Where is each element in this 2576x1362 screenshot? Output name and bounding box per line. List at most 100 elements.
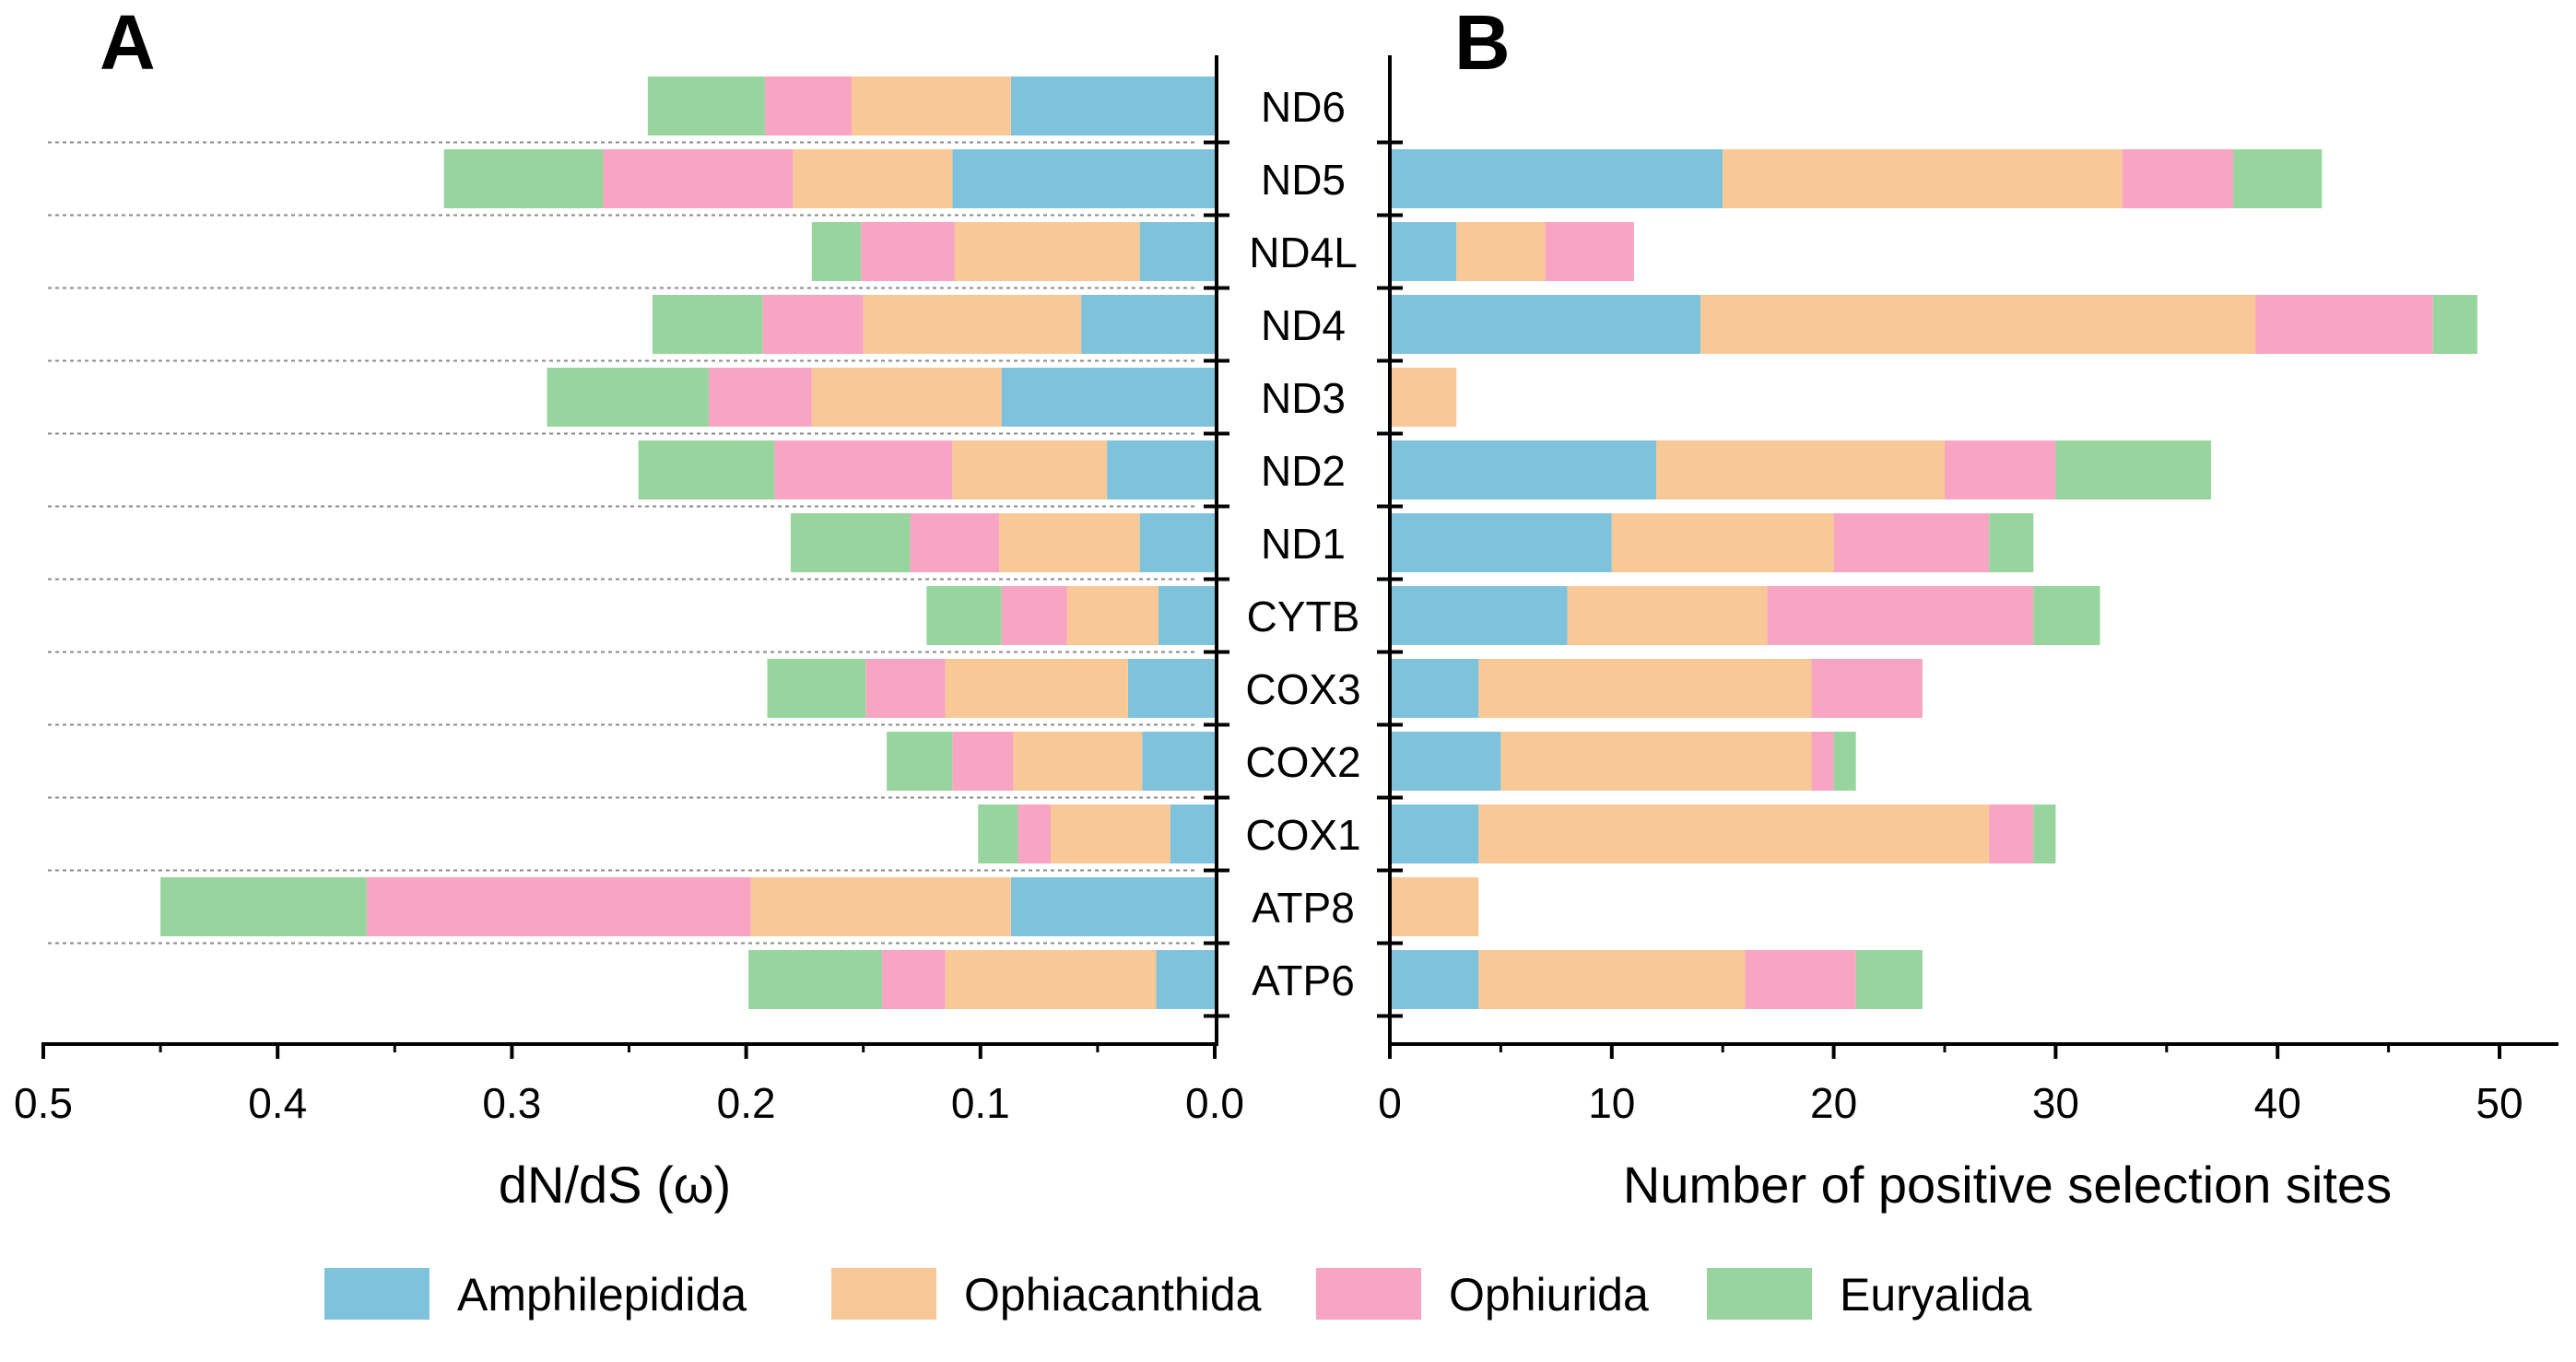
bar-a-nd3-ophiacanthida: [811, 368, 1002, 427]
panel-b-positive-sites-chart: 0 10 20 30 40 50: [1377, 55, 2558, 1127]
bar-a-atp8-euryalida: [160, 877, 367, 936]
bar-a-nd1-euryalida: [790, 513, 911, 572]
legend-label-ophiacanthida: Ophiacanthida: [964, 1269, 1262, 1321]
bar-b-nd2-amphilepidida: [1390, 440, 1656, 499]
bar-a-cox1-ophiurida: [1017, 804, 1052, 863]
bar-a-nd6-amphilepidida: [1010, 76, 1215, 135]
bar-b-nd4-ophiacanthida: [1700, 295, 2256, 354]
bar-b-cox2-euryalida: [1833, 732, 1856, 791]
bar-a-cox1-ophiacanthida: [1051, 804, 1170, 863]
bar-a-cox2-euryalida: [887, 732, 953, 791]
bar-b-nd4l-ophiurida: [1545, 222, 1634, 281]
gene-label-nd4l: ND4L: [1249, 229, 1358, 276]
panel-a-x-tick-label: 0.1: [951, 1079, 1010, 1127]
legend-label-amphilepidida: Amphilepidida: [457, 1269, 747, 1321]
panel-a-x-tick-label: 0.0: [1185, 1079, 1244, 1127]
bar-b-nd4-amphilepidida: [1390, 295, 1701, 354]
bar-a-nd1-ophiurida: [910, 513, 1000, 572]
panel-b-x-tick-label: 50: [2476, 1079, 2523, 1127]
bar-b-nd4l-ophiacanthida: [1456, 222, 1546, 281]
bar-a-cytb-ophiurida: [1001, 586, 1067, 645]
panel-a-x-tick-label: 0.3: [482, 1079, 541, 1127]
bar-a-nd4l-amphilepidida: [1139, 222, 1215, 281]
bar-a-nd6-ophiurida: [764, 76, 852, 135]
bar-b-cytb-euryalida: [2033, 586, 2100, 645]
bar-a-nd6-euryalida: [647, 76, 765, 135]
gene-label-nd6: ND6: [1261, 83, 1346, 131]
bar-a-nd4l-ophiurida: [861, 222, 955, 281]
bar-a-cox1-amphilepidida: [1170, 804, 1215, 863]
bar-a-atp6-ophiurida: [882, 950, 946, 1009]
bar-b-cytb-amphilepidida: [1390, 586, 1568, 645]
bar-b-nd2-euryalida: [2055, 440, 2211, 499]
bar-a-cytb-ophiacanthida: [1066, 586, 1159, 645]
bar-a-nd5-ophiurida: [603, 149, 794, 208]
gene-label-atp6: ATP6: [1252, 957, 1355, 1004]
bar-a-nd1-ophiacanthida: [999, 513, 1140, 572]
bar-a-cox3-euryalida: [767, 659, 866, 718]
bar-a-nd4-euryalida: [652, 295, 763, 354]
panel-a-x-axis-title: dN/dS (ω): [499, 1156, 731, 1214]
bar-b-nd4-euryalida: [2432, 295, 2477, 354]
bar-a-cox3-ophiurida: [865, 659, 946, 718]
bar-b-cytb-ophiurida: [1767, 586, 2034, 645]
bar-a-nd3-ophiurida: [708, 368, 812, 427]
bar-b-nd5-ophiurida: [2122, 149, 2234, 208]
bar-b-nd2-ophiacanthida: [1655, 440, 1945, 499]
bar-b-nd1-ophiacanthida: [1611, 513, 1834, 572]
legend-label-ophiurida: Ophiurida: [1449, 1269, 1649, 1321]
bar-a-cox1-euryalida: [978, 804, 1018, 863]
legend: Amphilepidida Ophiacanthida Ophiurida Eurya…: [324, 1268, 2032, 1321]
bar-a-atp6-ophiacanthida: [945, 950, 1157, 1009]
bar-a-atp8-amphilepidida: [1010, 877, 1215, 936]
bar-b-cytb-ophiacanthida: [1567, 586, 1768, 645]
bar-b-atp6-ophiacanthida: [1478, 950, 1746, 1009]
legend-label-euryalida: Euryalida: [1840, 1269, 2032, 1321]
bar-a-nd1-amphilepidida: [1139, 513, 1215, 572]
bar-a-nd4-amphilepidida: [1081, 295, 1215, 354]
bar-b-cox1-ophiacanthida: [1478, 804, 1990, 863]
bar-b-atp6-ophiurida: [1745, 950, 1856, 1009]
bar-b-cox2-ophiurida: [1811, 732, 1834, 791]
bar-a-cox2-amphilepidida: [1142, 732, 1215, 791]
panel-a-x-tick-label: 0.4: [248, 1079, 307, 1127]
bar-b-nd4-ophiurida: [2255, 295, 2433, 354]
gene-label-nd1: ND1: [1261, 520, 1346, 568]
bar-a-atp8-ophiurida: [366, 877, 751, 936]
bar-b-nd5-ophiacanthida: [1723, 149, 2123, 208]
bar-a-nd5-amphilepidida: [952, 149, 1215, 208]
bar-a-nd5-ophiacanthida: [793, 149, 953, 208]
bar-b-nd1-euryalida: [1989, 513, 2034, 572]
bar-a-nd4l-euryalida: [811, 222, 862, 281]
bar-b-atp6-amphilepidida: [1390, 950, 1479, 1009]
gene-label-cox2: COX2: [1245, 738, 1360, 786]
bar-a-cytb-amphilepidida: [1158, 586, 1215, 645]
bar-b-cox1-amphilepidida: [1390, 804, 1479, 863]
bar-b-nd4l-amphilepidida: [1390, 222, 1457, 281]
panel-b-x-axis-title: Number of positive selection sites: [1623, 1156, 2392, 1214]
bar-b-nd5-amphilepidida: [1390, 149, 1723, 208]
bar-a-cytb-euryalida: [926, 586, 1002, 645]
bar-a-nd2-ophiurida: [774, 440, 953, 499]
panel-label-b: B: [1454, 0, 1511, 86]
gene-label-nd4: ND4: [1261, 301, 1346, 349]
panel-label-a: A: [100, 0, 156, 86]
gene-label-nd5: ND5: [1261, 156, 1346, 204]
bar-b-nd1-ophiurida: [1833, 513, 1990, 572]
bar-a-nd6-ophiacanthida: [851, 76, 1011, 135]
bar-a-cox3-ophiacanthida: [945, 659, 1128, 718]
panel-b-x-tick-label: 0: [1378, 1079, 1402, 1127]
bar-a-nd5-euryalida: [443, 149, 604, 208]
bar-a-nd2-ophiacanthida: [952, 440, 1108, 499]
panel-a-dnds-chart: 0.5 0.4 0.3 0.2 0.1 0.0: [14, 55, 1244, 1127]
gene-label-cox1: COX1: [1245, 811, 1360, 859]
legend-swatch-euryalida: [1707, 1268, 1812, 1320]
bar-b-nd2-ophiurida: [1945, 440, 2056, 499]
panel-b-x-tick-label: 40: [2254, 1079, 2301, 1127]
gene-label-nd3: ND3: [1261, 374, 1346, 422]
bar-b-nd3-ophiacanthida: [1390, 368, 1457, 427]
bar-a-atp8-ophiacanthida: [750, 877, 1011, 936]
bar-a-cox2-ophiurida: [952, 732, 1014, 791]
bar-b-cox3-ophiurida: [1811, 659, 1923, 718]
bar-b-atp6-euryalida: [1855, 950, 1923, 1009]
